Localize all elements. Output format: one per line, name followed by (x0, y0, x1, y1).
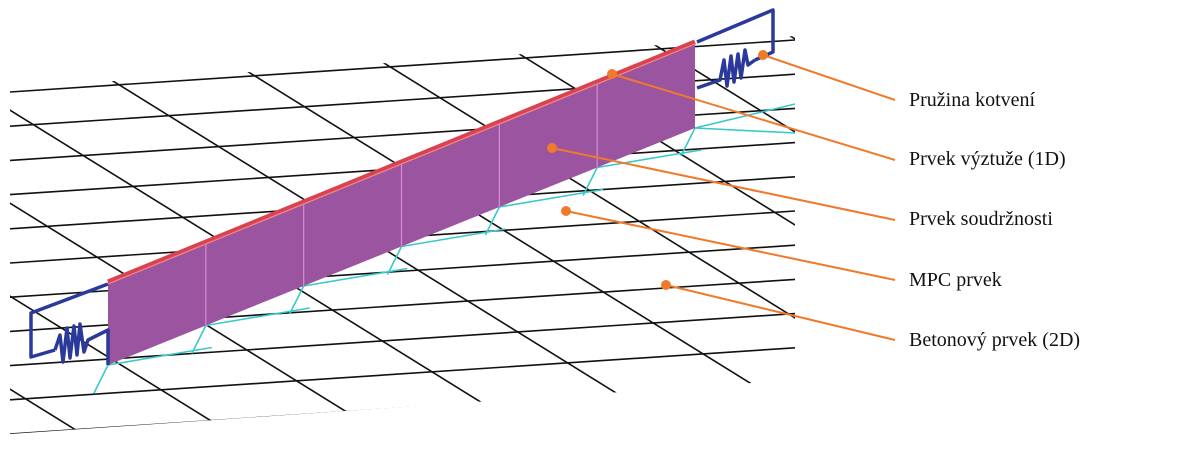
label-reinforcement-element: Prvek výztuže (1D) (909, 148, 1066, 170)
mpc-element (484, 206, 501, 236)
leader-dot-anchor-spring (758, 50, 768, 60)
leader-line-reinforcement-element (611, 73, 896, 161)
mesh-line (10, 312, 795, 367)
mesh-line (10, 347, 795, 401)
mesh-line (99, 36, 795, 434)
label-bond-element: Prvek soudržnosti (909, 208, 1053, 230)
mpc-element (597, 149, 702, 169)
mpc-element (694, 103, 796, 129)
leader-line-anchor-spring (762, 54, 896, 101)
mesh-line (399, 36, 795, 434)
mesh-line (10, 36, 111, 434)
mpc-element (205, 307, 310, 327)
mesh-line (10, 39, 795, 93)
mpc-element (680, 127, 696, 157)
mpc-element (107, 346, 212, 366)
mesh-line (10, 381, 795, 434)
mpc-element (191, 325, 207, 354)
mesh-line (10, 36, 561, 434)
leader-line-concrete-element (665, 284, 896, 341)
mesh-line (10, 36, 261, 434)
anchor-spring-left (29, 282, 110, 365)
leader-lines (547, 50, 896, 341)
label-mpc-element: MPC prvek (909, 269, 1002, 291)
mpc-element (303, 267, 408, 287)
mesh-line (10, 36, 411, 434)
mpc-element (582, 167, 598, 196)
label-anchor-spring: Pružina kotvení (909, 89, 1036, 111)
mpc-element (499, 188, 604, 208)
reinforcement-element (107, 39, 696, 285)
leader-line-mpc-element (565, 210, 896, 281)
leader-line-bond-element (551, 147, 896, 221)
mpc-element (386, 246, 403, 275)
bond-element-divisions (205, 82, 598, 326)
leader-dot-mpc-element (561, 206, 571, 216)
leader-dot-bond-element (547, 143, 557, 153)
mpc-element (93, 364, 109, 394)
mpc-elements (93, 103, 796, 394)
reinforcement-highlight (107, 43, 696, 285)
leader-dot-reinforcement-element (607, 69, 617, 79)
mpc-element (694, 127, 796, 134)
label-concrete-element: Betonový prvek (2D) (909, 329, 1081, 351)
mpc-element (401, 228, 506, 248)
mpc-element (288, 285, 305, 315)
leader-dot-concrete-element (661, 280, 671, 290)
